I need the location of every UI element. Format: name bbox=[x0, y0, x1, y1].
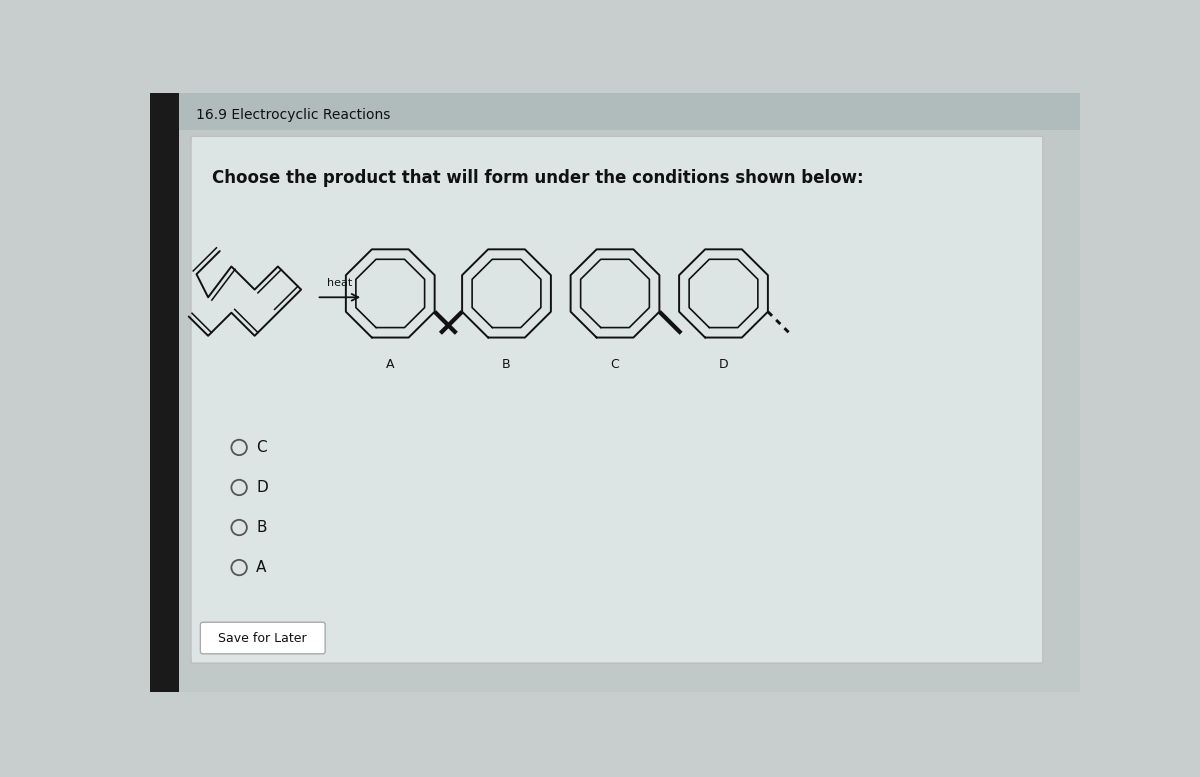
Text: B: B bbox=[256, 520, 266, 535]
Text: C: C bbox=[256, 440, 266, 455]
Text: B: B bbox=[502, 358, 511, 371]
Text: C: C bbox=[611, 358, 619, 371]
FancyBboxPatch shape bbox=[200, 622, 325, 653]
Text: D: D bbox=[256, 480, 268, 495]
Text: D: D bbox=[719, 358, 728, 371]
Text: A: A bbox=[386, 358, 395, 371]
Text: Save for Later: Save for Later bbox=[218, 632, 307, 645]
Bar bbox=[180, 93, 1080, 131]
Text: heat: heat bbox=[328, 278, 353, 288]
Text: 16.9 Electrocyclic Reactions: 16.9 Electrocyclic Reactions bbox=[197, 108, 391, 122]
FancyBboxPatch shape bbox=[191, 136, 1043, 663]
Bar bbox=[150, 93, 180, 692]
Text: A: A bbox=[256, 560, 266, 575]
Text: Choose the product that will form under the conditions shown below:: Choose the product that will form under … bbox=[212, 169, 864, 187]
